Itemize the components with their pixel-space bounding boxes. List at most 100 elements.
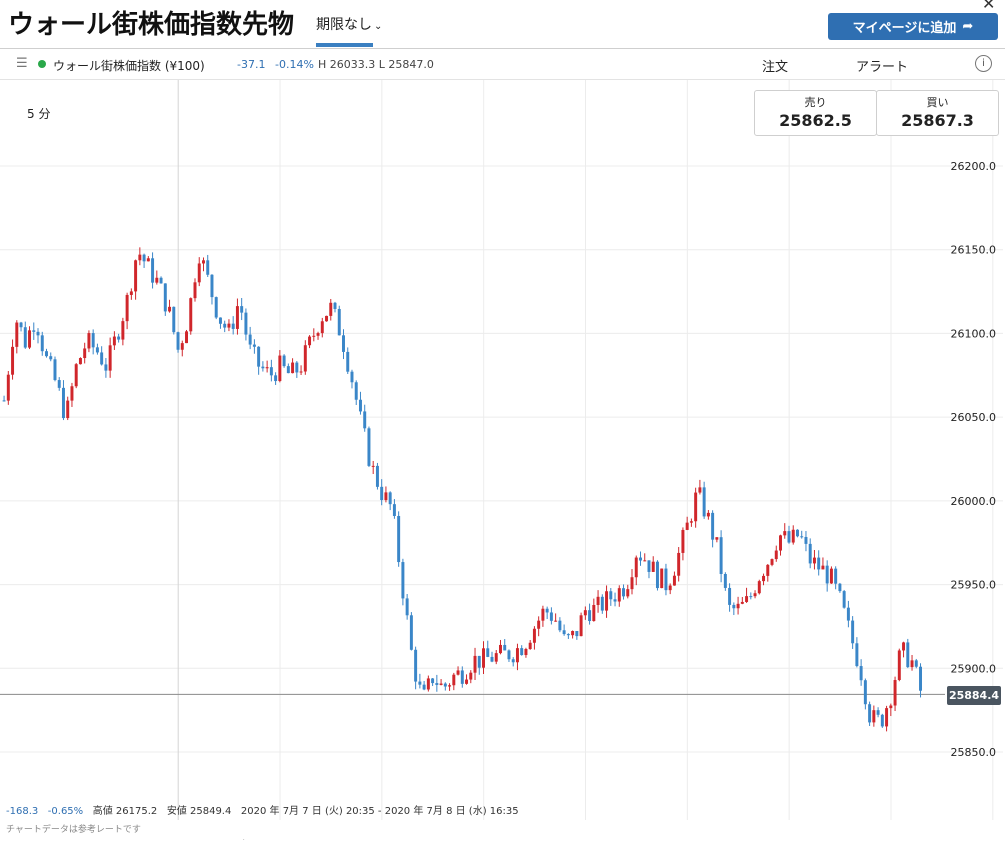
y-tick-label: 26100.0 xyxy=(951,327,997,340)
candle-body xyxy=(842,591,846,608)
candle-body xyxy=(401,562,405,599)
candle-body xyxy=(240,306,244,313)
expiry-dropdown[interactable]: 期限なし ⌄ xyxy=(316,14,382,34)
candle-body xyxy=(431,678,435,684)
candle-body xyxy=(889,705,893,709)
close-icon[interactable]: ✕ xyxy=(982,0,996,13)
candle-body xyxy=(524,649,528,656)
header: ウォール街株価指数先物 期限なし ⌄ マイページに追加 ➦ ✕ xyxy=(0,0,1005,49)
candle-body xyxy=(104,364,108,371)
candle-body xyxy=(354,382,358,400)
candle-body xyxy=(906,642,910,668)
x-tick-label: 7月 8 日 (水) xyxy=(182,839,254,840)
candle-body xyxy=(694,492,698,522)
instrument-name: ウォール街株価指数 (¥100) xyxy=(53,59,205,73)
candle-body xyxy=(702,487,706,517)
candle-body xyxy=(159,277,163,284)
candle-body xyxy=(83,348,87,359)
candle-body xyxy=(592,604,596,622)
candle-body xyxy=(210,274,214,298)
x-tick-label: 0 xyxy=(22,839,30,840)
x-tick-label: 2:00 xyxy=(267,839,294,840)
instrument-high-low: H 26033.3 L 25847.0 xyxy=(318,58,434,71)
candle-body xyxy=(206,260,210,275)
candle-body xyxy=(711,512,715,540)
candle-body xyxy=(486,648,490,657)
candle-body xyxy=(723,573,727,588)
sell-quote-button[interactable]: 売り 25862.5 xyxy=(754,90,877,136)
candle-body xyxy=(91,333,95,348)
candle-body xyxy=(626,589,630,597)
buy-quote-button[interactable]: 買い 25867.3 xyxy=(876,90,999,136)
y-axis: 26200.0 26150.0 26100.0 26050.0 26000.0 25950… xyxy=(951,160,997,759)
candle-body xyxy=(838,583,842,592)
candle-body xyxy=(261,366,265,369)
candle-body xyxy=(490,656,494,662)
candle-body xyxy=(562,630,566,635)
menu-icon[interactable]: ☰ xyxy=(16,56,28,71)
candle-body xyxy=(834,568,838,584)
add-to-mypage-button[interactable]: マイページに追加 ➦ xyxy=(828,13,998,40)
candle-body xyxy=(554,620,558,622)
candle-body xyxy=(770,559,774,565)
candlestick-chart[interactable]: 26200.0 26150.0 26100.0 26050.0 26000.0 25950… xyxy=(0,80,1005,840)
candle-body xyxy=(868,704,872,723)
alert-button[interactable]: アラート xyxy=(856,60,909,75)
candle-body xyxy=(2,400,6,402)
candle-body xyxy=(655,561,659,589)
candle-body xyxy=(100,352,104,365)
stats-range: 2020 年 7月 7 日 (火) 20:35 - 2020 年 7月 8 日 … xyxy=(240,806,519,817)
y-tick-label: 26000.0 xyxy=(951,495,997,508)
candle-body xyxy=(392,504,396,516)
candle-body xyxy=(639,557,642,561)
candle-body xyxy=(469,672,473,680)
candle-body xyxy=(460,670,464,684)
candle-body xyxy=(605,591,609,611)
candle-body xyxy=(278,355,282,382)
candle-body xyxy=(265,367,269,369)
current-price-tag: 25884.4 xyxy=(947,686,1001,705)
candle-body xyxy=(342,335,345,352)
candle-body xyxy=(829,568,833,584)
candle-body xyxy=(749,596,753,598)
candle-body xyxy=(863,680,867,705)
candle-body xyxy=(146,258,150,262)
y-tick-label: 26050.0 xyxy=(951,411,997,424)
candle-body xyxy=(914,660,918,667)
candle-body xyxy=(456,670,460,675)
order-button[interactable]: 注文 xyxy=(762,60,789,75)
candle-body xyxy=(757,581,761,594)
stats-low: 安値 25849.4 xyxy=(166,806,232,817)
candle-body xyxy=(346,351,350,372)
candle-body xyxy=(202,260,205,264)
candle-body xyxy=(855,643,859,667)
candle-body xyxy=(808,543,812,564)
share-arrow-icon: ➦ xyxy=(962,19,974,34)
stats-line: -168.3 -0.65% 高値 26175.2 安値 25849.4 2020… xyxy=(6,802,519,817)
buy-price: 25867.3 xyxy=(901,111,974,130)
candle-body xyxy=(214,297,218,318)
candle-body xyxy=(248,334,252,345)
candle-body xyxy=(193,282,197,299)
candle-body xyxy=(70,386,74,401)
candle-body xyxy=(677,552,681,576)
candle-body xyxy=(532,628,536,643)
chart-candles xyxy=(2,247,923,732)
candle-body xyxy=(787,531,791,543)
candle-body xyxy=(494,653,498,662)
candle-body xyxy=(537,620,541,629)
timeframe-label[interactable]: 5 分 xyxy=(27,107,51,121)
candle-body xyxy=(762,575,766,582)
candle-body xyxy=(685,522,689,530)
info-icon[interactable]: i xyxy=(975,55,992,72)
candle-body xyxy=(795,529,799,537)
candle-body xyxy=(783,531,787,536)
tab-underline xyxy=(316,43,373,47)
candle-body xyxy=(36,331,40,336)
candle-body xyxy=(337,308,341,336)
candle-body xyxy=(299,371,303,373)
candle-body xyxy=(766,564,770,576)
candle-body xyxy=(664,568,668,591)
candle-body xyxy=(583,610,587,616)
candle-body xyxy=(443,683,447,687)
